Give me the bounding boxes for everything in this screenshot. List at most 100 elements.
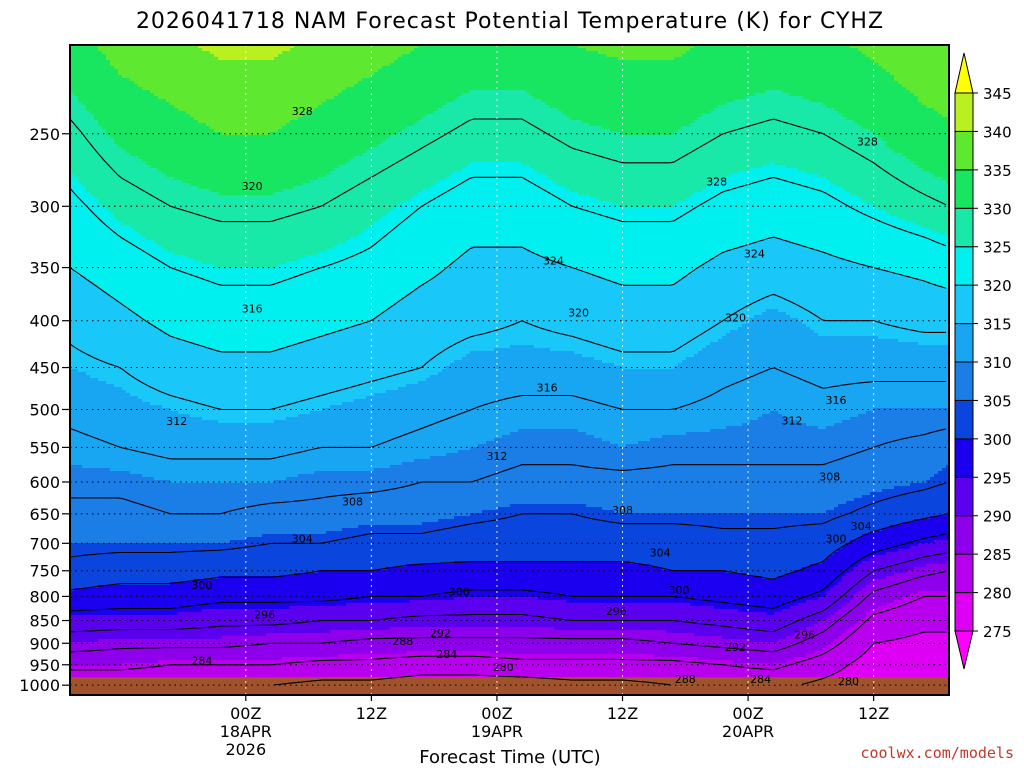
theta-cell — [78, 252, 83, 256]
theta-cell — [90, 303, 95, 307]
theta-cell — [86, 543, 91, 547]
theta-cell — [74, 339, 79, 343]
theta-cell — [94, 510, 99, 514]
theta-cell — [94, 639, 99, 643]
theta-cell — [78, 135, 83, 139]
theta-cell — [86, 462, 91, 466]
theta-cell — [74, 57, 79, 61]
theta-cell — [74, 315, 79, 319]
theta-cell — [82, 252, 87, 256]
theta-cell — [70, 249, 75, 253]
theta-cell — [90, 96, 95, 100]
theta-cell — [94, 315, 99, 319]
theta-cell — [82, 558, 87, 562]
theta-cell — [78, 48, 83, 52]
theta-cell — [70, 453, 75, 457]
theta-cell — [70, 510, 75, 514]
theta-cell — [82, 561, 87, 565]
theta-cell — [70, 657, 75, 661]
theta-cell — [98, 105, 103, 109]
theta-cell — [78, 297, 83, 301]
theta-cell — [86, 153, 91, 157]
theta-cell — [78, 501, 83, 505]
theta-cell — [94, 81, 99, 85]
theta-cell — [98, 78, 103, 82]
theta-cell — [82, 93, 87, 97]
theta-cell — [86, 477, 91, 481]
theta-cell — [90, 90, 95, 94]
theta-cell — [70, 648, 75, 652]
theta-cell — [74, 249, 79, 253]
theta-cell — [90, 246, 95, 250]
theta-cell — [94, 384, 99, 388]
theta-cell — [82, 147, 87, 151]
theta-cell — [98, 306, 103, 310]
theta-cell — [82, 504, 87, 508]
theta-cell — [86, 75, 91, 79]
theta-cell — [70, 306, 75, 310]
theta-cell — [74, 606, 79, 610]
theta-cell — [82, 324, 87, 328]
theta-cell — [94, 69, 99, 73]
theta-cell — [82, 405, 87, 409]
theta-cell — [70, 561, 75, 565]
theta-cell — [90, 330, 95, 334]
theta-cell — [86, 489, 91, 493]
theta-cell — [74, 240, 79, 244]
theta-cell — [70, 420, 75, 424]
theta-cell — [94, 447, 99, 451]
theta-cell — [74, 531, 79, 535]
theta-cell — [94, 234, 99, 238]
theta-cell — [94, 582, 99, 586]
theta-cell — [74, 384, 79, 388]
theta-cell — [70, 429, 75, 433]
theta-cell — [98, 555, 103, 559]
theta-cell — [70, 45, 75, 49]
theta-cell — [74, 447, 79, 451]
theta-cell — [82, 168, 87, 172]
theta-cell — [82, 315, 87, 319]
theta-cell — [86, 168, 91, 172]
theta-cell — [82, 606, 87, 610]
theta-cell — [78, 636, 83, 640]
theta-cell — [78, 333, 83, 337]
theta-cell — [90, 285, 95, 289]
theta-cell — [74, 516, 79, 520]
theta-cell — [78, 345, 83, 349]
theta-cell — [86, 111, 91, 115]
theta-cell — [74, 501, 79, 505]
theta-cell — [70, 435, 75, 439]
theta-cell — [86, 171, 91, 175]
theta-cell — [78, 228, 83, 232]
theta-cell — [70, 135, 75, 139]
theta-cell — [78, 54, 83, 58]
theta-cell — [74, 168, 79, 172]
theta-cell — [82, 303, 87, 307]
theta-cell — [90, 363, 95, 367]
theta-cell — [94, 369, 99, 373]
theta-cell — [90, 51, 95, 55]
theta-cell — [82, 417, 87, 421]
theta-cell — [86, 588, 91, 592]
theta-cell — [98, 108, 103, 112]
theta-cell — [90, 228, 95, 232]
theta-cell — [98, 141, 103, 145]
theta-cell — [90, 588, 95, 592]
theta-cell — [78, 414, 83, 418]
theta-cell — [98, 156, 103, 160]
theta-cell — [70, 231, 75, 235]
theta-cell — [74, 450, 79, 454]
theta-cell — [94, 66, 99, 70]
theta-cell — [98, 483, 103, 487]
theta-cell — [70, 321, 75, 325]
theta-cell — [94, 360, 99, 364]
theta-cell — [78, 288, 83, 292]
theta-cell — [98, 390, 103, 394]
theta-cell — [78, 423, 83, 427]
theta-cell — [94, 651, 99, 655]
theta-cell — [78, 117, 83, 121]
theta-cell — [70, 411, 75, 415]
theta-cell — [90, 156, 95, 160]
theta-cell — [90, 231, 95, 235]
theta-cell — [74, 330, 79, 334]
